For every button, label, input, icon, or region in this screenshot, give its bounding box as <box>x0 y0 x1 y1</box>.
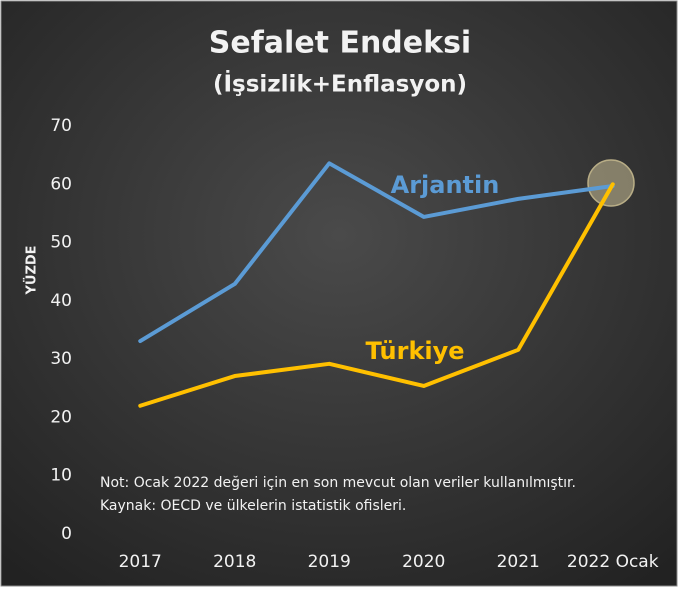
y-tick-label: 50 <box>50 233 72 253</box>
x-tick-label: 2021 <box>497 552 540 572</box>
chart-subtitle: (İşsizlik+Enflasyon) <box>213 70 467 98</box>
x-tick-label: 2019 <box>308 552 351 572</box>
series-line <box>138 182 615 408</box>
y-tick-label: 0 <box>61 524 72 544</box>
highlight-circle <box>587 159 635 207</box>
annotation: Not: Ocak 2022 değeri için en son mevcut… <box>100 475 576 491</box>
x-tick-label: 2022 Ocak <box>567 552 659 572</box>
y-axis-label: YÜZDE <box>24 245 40 295</box>
y-tick-label: 70 <box>50 116 72 136</box>
plot: 0 10 20 30 40 50 60 70 2017 2018 2019 2020 2021 2022 … <box>50 116 658 572</box>
series-line <box>138 161 615 344</box>
x-tick-label: 2017 <box>119 552 162 572</box>
y-tick-label: 40 <box>50 291 72 311</box>
series-label: Türkiye <box>365 337 464 365</box>
chart-title: Sefalet Endeksi <box>209 26 471 61</box>
series-label: Arjantin <box>391 171 500 199</box>
y-tick-label: 20 <box>50 407 72 427</box>
annotation: Kaynak: OECD ve ülkelerin istatistik ofi… <box>100 498 406 514</box>
x-tick-label: 2018 <box>213 552 256 572</box>
y-tick-label: 30 <box>50 349 72 369</box>
x-tick-label: 2020 <box>402 552 445 572</box>
y-tick-label: 10 <box>50 466 72 486</box>
y-tick-label: 60 <box>50 174 72 194</box>
